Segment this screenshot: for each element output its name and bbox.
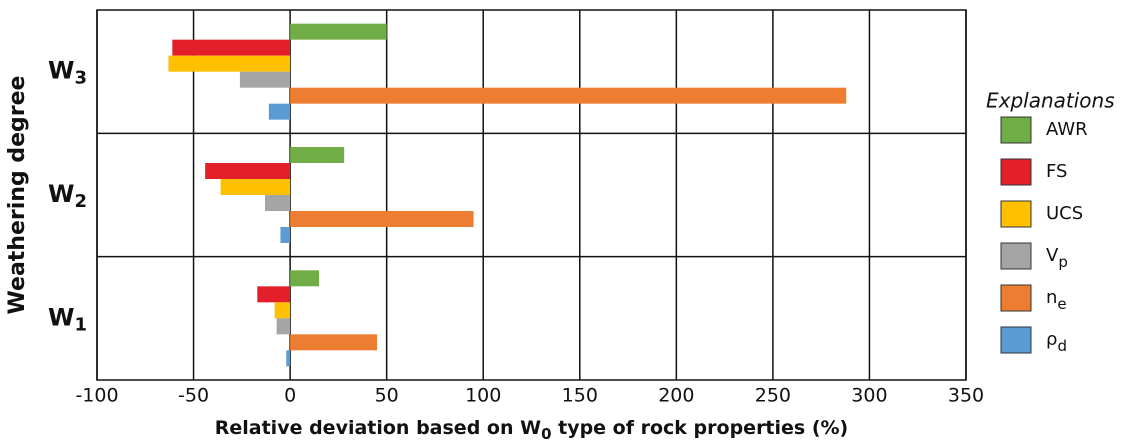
category-subscript: 1 xyxy=(74,314,87,335)
x-tick-label: 250 xyxy=(755,385,791,407)
bar xyxy=(290,334,378,351)
legend-subscript: p xyxy=(1058,253,1068,271)
y-axis-label: Weathering degree xyxy=(5,76,30,315)
bar xyxy=(257,286,291,303)
legend-name: FS xyxy=(1046,161,1067,182)
legend-swatch xyxy=(1000,200,1032,228)
legend-name: V xyxy=(1046,245,1059,266)
legend-name: UCS xyxy=(1046,203,1083,224)
bar xyxy=(220,179,291,195)
category-subscript: 2 xyxy=(74,191,87,212)
x-label-text: Relative deviation based on W xyxy=(215,417,541,439)
bar xyxy=(290,23,387,40)
bar xyxy=(172,39,291,56)
legend-swatch xyxy=(1000,116,1032,144)
legend-name: n xyxy=(1046,287,1057,308)
legend-swatch xyxy=(1000,284,1032,312)
legend-label: ρd xyxy=(1046,329,1067,355)
category-label: W2 xyxy=(48,180,87,212)
category-base: W xyxy=(48,57,74,85)
bar xyxy=(276,318,291,335)
legend-name: ρ xyxy=(1046,329,1057,350)
bar xyxy=(290,270,320,287)
legend-subscript: d xyxy=(1057,337,1067,355)
category-base: W xyxy=(48,303,74,331)
category-label: W3 xyxy=(48,57,87,89)
legend-label: UCS xyxy=(1046,203,1083,224)
x-label-text: type of rock properties (%) xyxy=(552,417,849,439)
bar xyxy=(290,211,474,227)
bar xyxy=(286,350,291,367)
bar xyxy=(168,55,291,72)
x-tick-label: 0 xyxy=(284,385,296,407)
bar xyxy=(265,195,291,211)
legend-title: Explanations xyxy=(986,89,1115,113)
bar xyxy=(268,103,291,120)
x-tick-label: 50 xyxy=(375,385,399,407)
x-tick-label: 100 xyxy=(465,385,501,407)
legend-label: AWR xyxy=(1046,119,1088,140)
legend-swatch xyxy=(1000,326,1032,354)
bar xyxy=(205,163,291,179)
x-tick-label: 300 xyxy=(851,385,887,407)
legend-label: FS xyxy=(1046,161,1067,182)
legend-swatch xyxy=(1000,158,1032,186)
x-label-subscript: 0 xyxy=(541,425,551,443)
legend-name: AWR xyxy=(1046,119,1088,140)
x-tick-label: -100 xyxy=(75,385,118,407)
category-base: W xyxy=(48,180,74,208)
bar xyxy=(274,302,291,319)
x-tick-label: -50 xyxy=(178,385,209,407)
bar xyxy=(290,87,847,104)
category-subscript: 3 xyxy=(74,68,87,89)
x-tick-label: 350 xyxy=(948,385,984,407)
legend-label: ne xyxy=(1046,287,1067,313)
x-tick-label: 150 xyxy=(562,385,598,407)
bar xyxy=(239,71,291,88)
bar xyxy=(290,147,345,163)
x-tick-label: 200 xyxy=(658,385,694,407)
category-label: W1 xyxy=(48,303,87,335)
bar xyxy=(280,227,291,243)
legend-swatch xyxy=(1000,242,1032,270)
legend-label: Vp xyxy=(1046,245,1068,271)
plot-frame xyxy=(96,9,967,381)
x-axis-label: Relative deviation based on W0 type of r… xyxy=(215,417,849,443)
legend-subscript: e xyxy=(1057,295,1066,313)
